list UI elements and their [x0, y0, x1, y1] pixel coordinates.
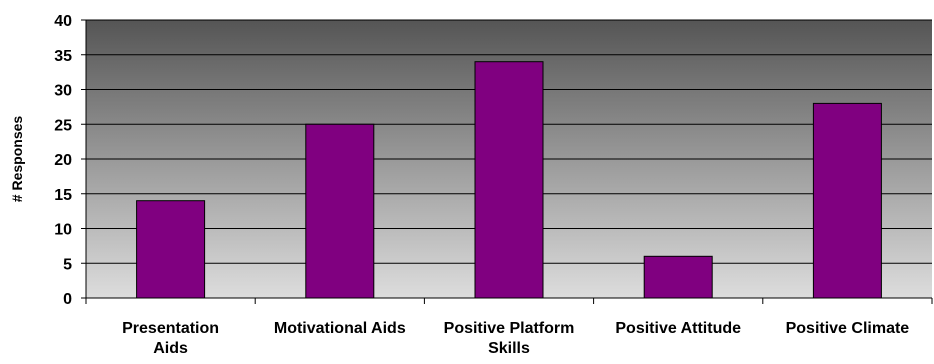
x-category-labels: Presentation Aids Motivational Aids Positiv…	[122, 320, 909, 357]
axes	[85, 20, 933, 304]
bar	[474, 61, 544, 299]
bar	[136, 200, 206, 299]
y-tick-label: 0	[63, 291, 72, 308]
y-tick-label: 30	[54, 83, 72, 100]
y-tick-label: 20	[54, 152, 72, 169]
y-tick-labels: 0 5 10 15 20 25 30 35 40	[54, 13, 72, 308]
y-tick-label: 35	[54, 48, 72, 65]
x-category-label: Positive Attitude	[615, 320, 741, 337]
y-tick-label: 15	[54, 187, 72, 204]
bars	[136, 61, 882, 299]
y-axis-label: # Responses	[9, 116, 25, 203]
y-tick-label: 25	[54, 117, 72, 134]
x-category-label: Motivational Aids	[274, 320, 406, 337]
bar	[643, 255, 713, 299]
y-tick-label: 40	[54, 13, 72, 30]
y-tick-label: 5	[63, 256, 72, 273]
x-category-label: Positive Platform Skills	[444, 320, 575, 357]
bar	[812, 102, 882, 299]
x-category-label: Presentation Aids	[122, 320, 219, 357]
x-category-label: Positive Climate	[786, 320, 910, 337]
y-tick-label: 10	[54, 222, 72, 239]
bar	[305, 123, 375, 299]
